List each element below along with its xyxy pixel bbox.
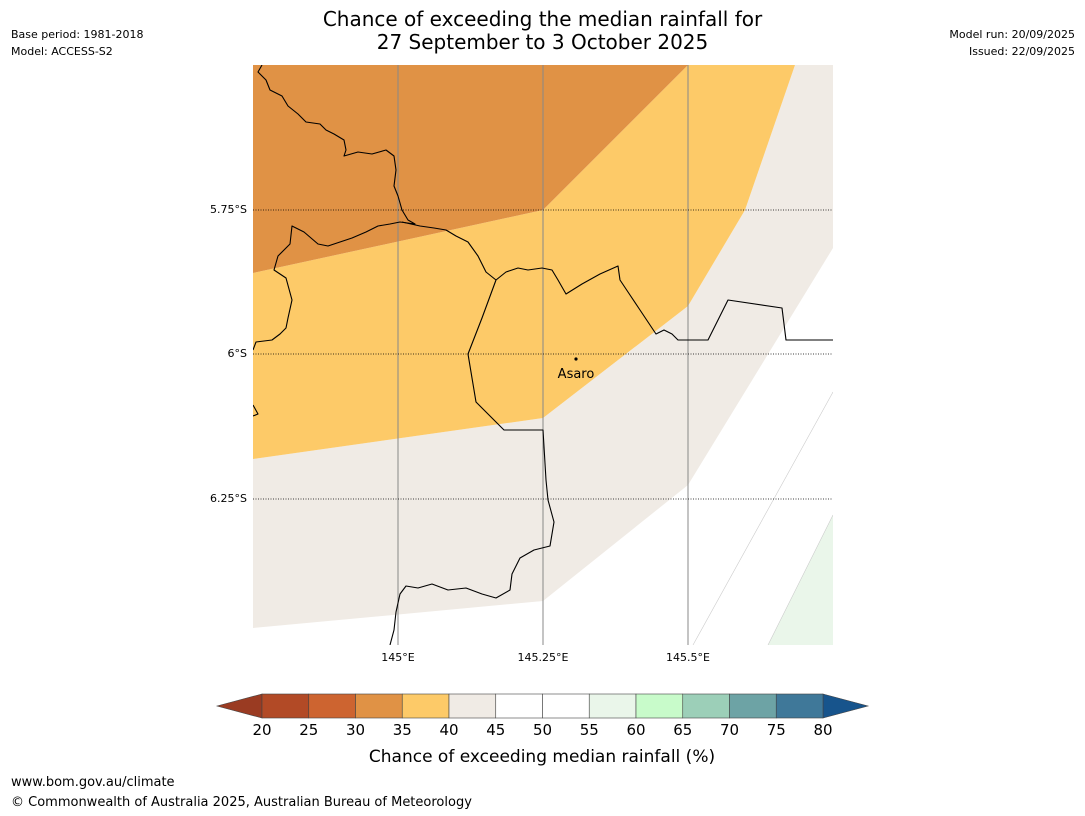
border-central bbox=[389, 279, 555, 645]
colorbar-under-arrow bbox=[215, 693, 263, 719]
band-35-40 bbox=[253, 65, 795, 459]
colorbar-segment bbox=[495, 693, 543, 719]
lat-label-6-25: 6.25°S bbox=[210, 492, 247, 505]
colorbar-segment bbox=[261, 693, 310, 719]
base-period-text: Base period: 1981-2018 bbox=[11, 28, 144, 41]
border-north bbox=[253, 65, 416, 351]
colorbar-segment bbox=[308, 693, 356, 719]
contour-line bbox=[692, 391, 833, 645]
map-area: Asaro bbox=[253, 65, 833, 645]
colorbar-tick-label: 60 bbox=[626, 721, 645, 739]
colorbar-tick-label: 50 bbox=[533, 721, 552, 739]
colorbar-tick-label: 35 bbox=[393, 721, 412, 739]
border-west-fragment bbox=[253, 404, 259, 417]
lon-label-145-25: 145.25°E bbox=[518, 651, 569, 664]
colorbar-tick-label: 80 bbox=[813, 721, 832, 739]
colorbar-segment bbox=[729, 693, 777, 719]
colorbar-segments bbox=[261, 693, 824, 719]
asaro-marker bbox=[574, 357, 578, 361]
footer-url: www.bom.gov.au/climate bbox=[11, 775, 175, 790]
colorbar-segment bbox=[542, 693, 590, 719]
colorbar-tick-label: 75 bbox=[767, 721, 786, 739]
lat-label-5-75: 5.75°S bbox=[210, 203, 247, 216]
border-north-east bbox=[401, 221, 833, 341]
colorbar-segment bbox=[682, 693, 730, 719]
lat-label-6: 6°S bbox=[228, 347, 247, 360]
colorbar-tick-label: 55 bbox=[580, 721, 599, 739]
province-borders bbox=[253, 65, 833, 645]
colorbar-segment bbox=[588, 693, 637, 719]
model-text: Model: ACCESS-S2 bbox=[11, 45, 113, 58]
issued-text: Issued: 22/09/2025 bbox=[968, 45, 1075, 58]
colorbar-over-arrow bbox=[822, 693, 870, 719]
colorbar-segment bbox=[355, 693, 403, 719]
contour-line bbox=[767, 514, 833, 645]
colorbar-segment bbox=[775, 693, 824, 719]
colorbar: 20 25 30 35 40 45 50 55 60 65 70 75 80 Chance of exc… bbox=[215, 693, 870, 767]
colorbar-tick-label: 20 bbox=[252, 721, 271, 739]
colorbar-tick-label: 40 bbox=[439, 721, 458, 739]
lon-label-145: 145°E bbox=[381, 651, 414, 664]
colorbar-tick-label: 45 bbox=[486, 721, 505, 739]
band-30-35 bbox=[253, 65, 688, 273]
colorbar-tick-label: 25 bbox=[299, 721, 318, 739]
colorbar-segment bbox=[401, 693, 450, 719]
colorbar-title: Chance of exceeding median rainfall (%) bbox=[369, 747, 715, 767]
page-title-line-2: 27 September to 3 October 2025 bbox=[376, 30, 709, 54]
colorbar-segment bbox=[448, 693, 497, 719]
colorbar-tick-labels: 20 25 30 35 40 45 50 55 60 65 70 75 80 bbox=[252, 721, 832, 739]
colorbar-tick-label: 30 bbox=[346, 721, 365, 739]
colorbar-tick-label: 70 bbox=[720, 721, 739, 739]
metadata-left: Base period: 1981-2018 Model: ACCESS-S2 bbox=[11, 26, 143, 60]
footer-copyright: © Commonwealth of Australia 2025, Austra… bbox=[11, 795, 472, 810]
colorbar-segment bbox=[635, 693, 684, 719]
colorbar-tick-label: 65 bbox=[673, 721, 692, 739]
asaro-label: Asaro bbox=[558, 367, 595, 382]
lon-label-145-5: 145.5°E bbox=[666, 651, 710, 664]
page-title-line-1: Chance of exceeding the median rainfall … bbox=[322, 7, 763, 31]
model-run-text: Model run: 20/09/2025 bbox=[949, 28, 1075, 41]
metadata-right: Model run: 20/09/2025 Issued: 22/09/2025 bbox=[949, 26, 1075, 60]
